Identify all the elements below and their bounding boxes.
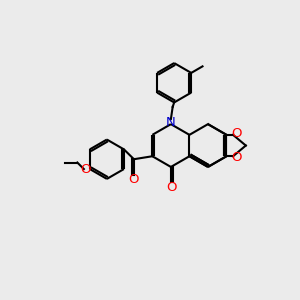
Text: O: O bbox=[167, 181, 177, 194]
Text: O: O bbox=[232, 151, 242, 164]
Text: O: O bbox=[128, 173, 138, 186]
Text: O: O bbox=[232, 127, 242, 140]
Text: N: N bbox=[166, 116, 176, 130]
Text: O: O bbox=[81, 163, 91, 176]
